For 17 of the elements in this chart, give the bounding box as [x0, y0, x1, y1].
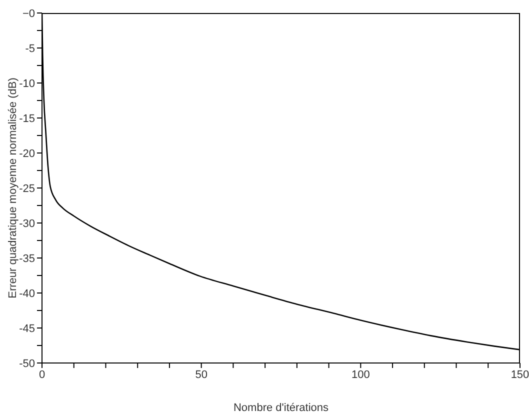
y-tick-label: -50 [19, 358, 35, 370]
x-tick-label: 0 [38, 368, 46, 381]
x-tick-label: 50 [195, 368, 208, 381]
y-tick-label: -20 [19, 148, 35, 160]
y-tick-label: -40 [19, 288, 35, 300]
y-axis-title: Erreur quadratique moyenne normalisée (dB) [6, 78, 19, 298]
x-axis-title: Nombre d'itérations [233, 402, 330, 413]
y-tick-label: -25 [19, 182, 35, 195]
y-tick-label: -10 [19, 78, 35, 90]
y-tick-label: -30 [19, 218, 35, 230]
x-tick-label: 100 [351, 368, 370, 381]
y-tick-label: -35 [19, 252, 35, 265]
x-tick-label: 150 [510, 368, 529, 381]
y-tick-label: -15 [19, 112, 35, 125]
y-tick-label: −0 [22, 8, 35, 20]
y-tick-label: -5 [25, 42, 35, 55]
y-tick-label: -45 [19, 322, 35, 335]
